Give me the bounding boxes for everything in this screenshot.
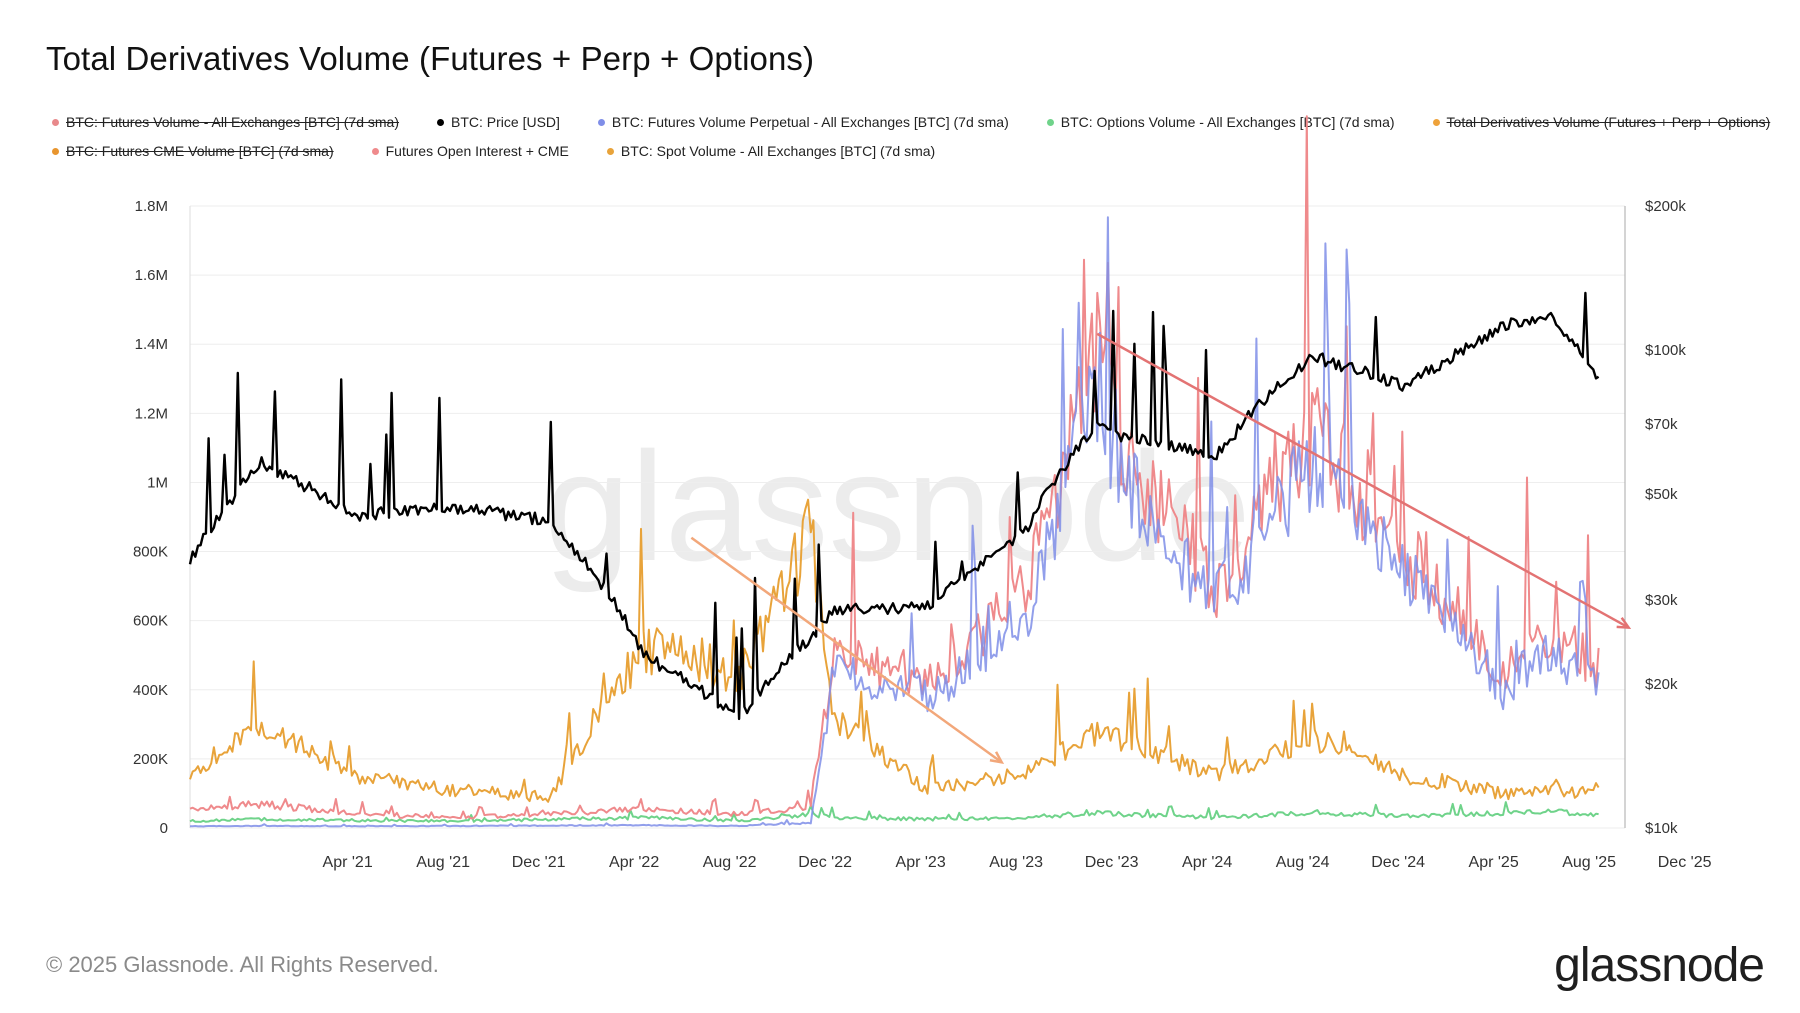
legend-item[interactable]: BTC: Futures Volume Perpetual - All Exch…: [597, 114, 1009, 130]
legend-label: BTC: Options Volume - All Exchanges [BTC…: [1060, 114, 1395, 130]
spot-volume-line: [189, 498, 1600, 803]
legend-item[interactable]: Total Derivatives Volume (Futures + Perp…: [1432, 114, 1771, 130]
watermark-text: glassnode: [544, 420, 1251, 593]
options-volume-line: [189, 801, 1599, 823]
x-tick-label: Aug '22: [703, 854, 757, 871]
y-right-tick-label: $70k: [1645, 416, 1678, 433]
x-tick-label: Apr '25: [1469, 854, 1519, 871]
y-right-tick-label: $20k: [1645, 676, 1678, 693]
glassnode-logo[interactable]: glassnode: [1554, 939, 1765, 992]
legend-dot-icon: [371, 147, 379, 155]
y-left-tick-label: 800K: [133, 544, 168, 561]
legend-dot-icon: [52, 118, 59, 126]
x-tick-label: Aug '23: [989, 854, 1043, 871]
y-right-tick-label: $30k: [1645, 592, 1678, 609]
chart-legend: BTC: Futures Volume - All Exchanges [BTC…: [52, 114, 1772, 159]
y-left-tick-label: 1.6M: [135, 267, 168, 284]
trend-arrow-line: [690, 536, 1003, 764]
trend-arrow-head-icon: [1616, 617, 1632, 629]
legend-label: BTC: Price [USD]: [451, 114, 560, 130]
y-left-tick-label: 1.8M: [135, 198, 168, 215]
x-tick-label: Aug '25: [1562, 854, 1616, 871]
legend-dot-icon: [1432, 118, 1440, 126]
y-left-tick-label: 200K: [133, 751, 168, 768]
copyright-text: © 2025 Glassnode. All Rights Reserved.: [46, 952, 439, 977]
legend-dot-icon: [1046, 118, 1054, 126]
x-tick-label: Apr '24: [1182, 854, 1232, 871]
legend-item[interactable]: BTC: Spot Volume - All Exchanges [BTC] (…: [606, 143, 936, 159]
y-right-tick-label: $100k: [1645, 342, 1686, 359]
legend-label: BTC: Spot Volume - All Exchanges [BTC] (…: [620, 143, 936, 159]
x-tick-label: Apr '23: [896, 854, 946, 871]
y-left-tick-label: 1.4M: [135, 336, 168, 353]
legend-label: Futures Open Interest + CME: [385, 143, 569, 159]
x-tick-label: Apr '22: [609, 854, 659, 871]
x-tick-label: Apr '21: [323, 854, 373, 871]
price-line: [188, 291, 1600, 721]
legend-item[interactable]: BTC: Options Volume - All Exchanges [BTC…: [1046, 114, 1395, 130]
trend-arrow-line: [1096, 332, 1630, 629]
legend-dot-icon: [437, 118, 445, 126]
legend-label: Total Derivatives Volume (Futures + Perp…: [1446, 114, 1771, 130]
legend-item[interactable]: Futures Open Interest + CME: [371, 143, 569, 159]
x-tick-label: Dec '23: [1085, 854, 1139, 871]
legend-label: BTC: Futures CME Volume [BTC] (7d sma): [66, 143, 334, 159]
y-left-tick-label: 1.2M: [135, 405, 168, 422]
x-tick-label: Dec '24: [1371, 854, 1425, 871]
legend-dot-icon: [606, 147, 614, 155]
x-tick-label: Dec '21: [512, 854, 566, 871]
x-tick-label: Aug '21: [416, 854, 470, 871]
y-left-tick-label: 0: [160, 820, 168, 837]
y-right-tick-label: $200k: [1645, 198, 1686, 215]
x-tick-label: Aug '24: [1276, 854, 1330, 871]
legend-dot-icon: [597, 118, 605, 126]
y-left-tick-label: 600K: [133, 613, 168, 630]
chart-title: Total Derivatives Volume (Futures + Perp…: [46, 40, 815, 77]
legend-item[interactable]: BTC: Price [USD]: [437, 114, 560, 130]
y-left-tick-label: 1M: [147, 474, 168, 491]
legend-label: BTC: Futures Volume - All Exchanges [BTC…: [66, 114, 400, 130]
trend-arrow-head-icon: [989, 751, 1005, 765]
legend-item[interactable]: BTC: Futures CME Volume [BTC] (7d sma): [52, 143, 334, 159]
legend-item[interactable]: BTC: Futures Volume - All Exchanges [BTC…: [52, 114, 399, 130]
legend-dot-icon: [52, 147, 59, 155]
x-tick-label: Dec '25: [1658, 854, 1712, 871]
y-left-tick-label: 400K: [133, 682, 168, 699]
y-right-tick-label: $10k: [1645, 820, 1678, 837]
x-tick-label: Dec '22: [798, 854, 852, 871]
legend-label: BTC: Futures Volume Perpetual - All Exch…: [611, 114, 1009, 130]
y-right-tick-label: $50k: [1645, 486, 1678, 503]
perpetual-volume-line: [189, 216, 1600, 828]
